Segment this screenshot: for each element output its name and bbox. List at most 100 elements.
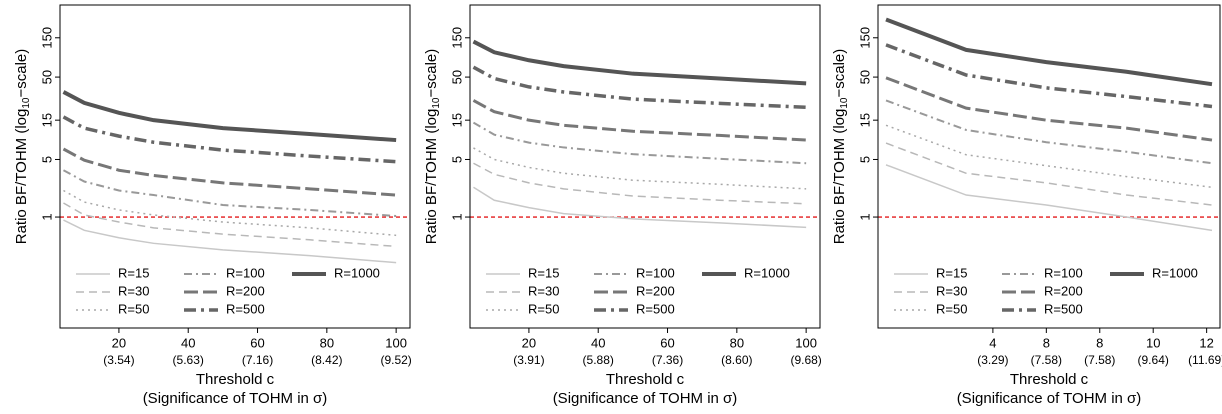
y-tick-label: 50 [857,70,872,84]
series-line [472,99,807,142]
series-line [472,39,807,86]
legend-label: R=50 [528,301,559,316]
series-line [62,169,397,217]
legend-label: R=500 [1044,301,1083,316]
series-line [62,90,397,143]
legend-label: R=1000 [744,265,790,280]
y-axis-title-tail: −scale) [13,49,30,98]
legend-label: R=30 [936,283,967,298]
y-tick-label: 5 [39,156,54,163]
series-line [472,65,807,110]
x-tick-sigma: (7.16) [242,353,273,367]
y-tick-label: 1 [39,213,54,220]
x-tick-sigma: (9.64) [1138,353,1169,367]
series-line [473,186,807,229]
x-tick-sigma: (7.36) [652,353,683,367]
x-axis-title: Threshold c [606,371,685,388]
y-tick-label: 150 [449,27,464,49]
series-line [885,76,1213,142]
series-line [885,99,1213,165]
legend-label: R=500 [226,301,265,316]
series-line [62,147,397,197]
y-axis-title-sub: 10 [839,97,850,109]
legend-label: R=1000 [334,265,380,280]
x-tick-label: 60 [250,335,264,350]
y-tick-label: 150 [39,27,54,49]
x-tick-label: 80 [320,335,334,350]
panel: 1515501504(3.29)8(7.58)8(7.58)10(9.64)12… [831,4,1222,407]
series-line [885,124,1213,188]
x-tick-label: 40 [181,335,195,350]
y-axis-title-sub: 10 [431,97,442,109]
x-tick-sigma: (5.88) [583,353,614,367]
legend-label: R=1000 [1152,265,1198,280]
x-tick-label: 40 [591,335,605,350]
plot-frame [469,4,821,329]
x-tick-label: 8 [1043,335,1050,350]
legend-label: R=15 [118,265,149,280]
x-axis-subtitle: (Significance of TOHM in σ) [553,390,738,407]
x-tick-sigma: (8.42) [311,353,342,367]
x-tick-sigma: (9.52) [380,353,411,367]
y-axis-title: Ratio BF/TOHM (log10−scale) [423,49,442,245]
y-tick-label: 5 [857,156,872,163]
series-line [885,43,1213,109]
y-axis-title-tail: −scale) [423,49,440,98]
x-tick-label: 60 [660,335,674,350]
legend-label: R=200 [226,283,265,298]
x-axis-title: Threshold c [196,371,275,388]
y-axis-title-sub: 10 [21,97,32,109]
panel: 15155015020(3.91)40(5.88)60(7.36)80(8.60… [423,4,822,407]
series-line [473,162,807,205]
x-tick-sigma: (3.54) [103,353,134,367]
y-tick-label: 150 [857,27,872,49]
x-tick-sigma: (8.60) [721,353,752,367]
x-tick-label: 8 [1096,335,1103,350]
y-tick-label: 15 [449,113,464,127]
series-line [472,121,807,165]
y-tick-label: 15 [857,113,872,127]
x-tick-label: 100 [385,335,407,350]
x-tick-label: 20 [112,335,126,350]
panel: 15155015020(3.54)40(5.63)60(7.16)80(8.42… [13,4,412,407]
y-axis-title-main: Ratio BF/TOHM (log [423,109,440,245]
series-line [473,147,807,190]
y-axis-title-main: Ratio BF/TOHM (log [13,109,30,245]
series-line [885,142,1213,206]
y-tick-label: 50 [449,70,464,84]
y-axis-title: Ratio BF/TOHM (log10−scale) [13,49,32,245]
series-line [63,202,397,248]
x-tick-label: 4 [989,335,996,350]
plot-frame [877,4,1221,329]
x-axis-subtitle: (Significance of TOHM in σ) [143,390,328,407]
series-line [885,17,1213,87]
x-tick-sigma: (3.91) [513,353,544,367]
legend-label: R=30 [528,283,559,298]
y-tick-label: 50 [39,70,54,84]
x-tick-sigma: (11.69) [1188,353,1222,367]
series-line [62,115,397,164]
y-tick-label: 15 [39,113,54,127]
x-axis-subtitle: (Significance of TOHM in σ) [957,390,1142,407]
x-tick-label: 80 [730,335,744,350]
legend-label: R=15 [528,265,559,280]
y-tick-label: 1 [857,213,872,220]
legend-label: R=50 [936,301,967,316]
legend-label: R=200 [1044,283,1083,298]
series-line [885,164,1213,232]
legend-label: R=15 [936,265,967,280]
x-tick-label: 100 [795,335,817,350]
legend-label: R=100 [1044,265,1083,280]
y-axis-title-main: Ratio BF/TOHM (log [831,109,848,245]
legend-label: R=100 [226,265,265,280]
legend-label: R=200 [636,283,675,298]
plot-frame [59,4,411,329]
legend-label: R=50 [118,301,149,316]
x-tick-sigma: (9.68) [790,353,821,367]
legend-label: R=500 [636,301,675,316]
x-axis-title: Threshold c [1010,371,1089,388]
x-tick-sigma: (5.63) [173,353,204,367]
y-axis-title: Ratio BF/TOHM (log10−scale) [831,49,850,245]
x-tick-sigma: (7.58) [1031,353,1062,367]
